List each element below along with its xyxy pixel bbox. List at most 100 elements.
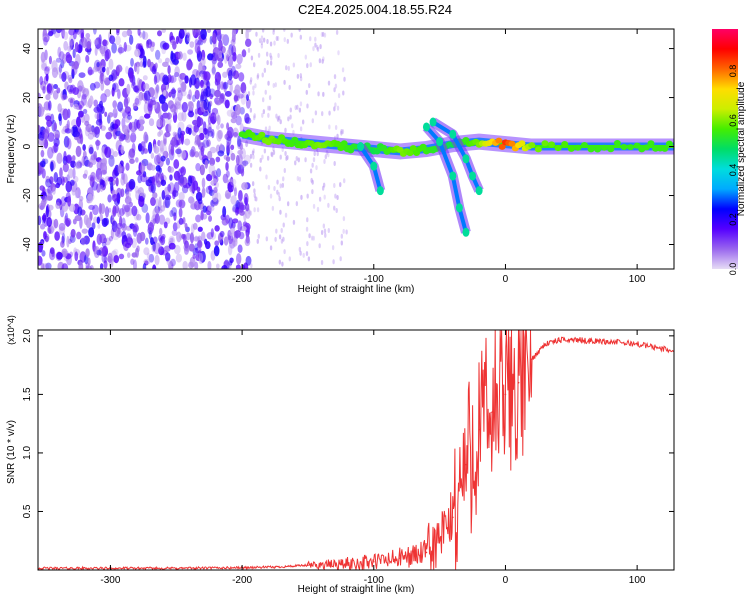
noise-speckle	[157, 30, 162, 37]
noise-speckle	[206, 29, 212, 33]
noise-speckle	[163, 221, 168, 229]
faint-speckle	[299, 250, 302, 256]
noise-speckle	[183, 243, 190, 251]
side-trace-blob	[429, 117, 437, 127]
noise-speckle	[45, 93, 51, 101]
noise-speckle	[38, 105, 45, 117]
noise-speckle	[89, 176, 95, 188]
noise-speckle	[150, 164, 156, 171]
faint-speckle	[276, 189, 279, 195]
noise-speckle	[113, 106, 117, 114]
faint-speckle	[302, 252, 305, 258]
faint-speckle	[283, 168, 286, 174]
noise-speckle	[180, 166, 186, 176]
noise-speckle	[180, 81, 187, 93]
noise-speckle	[153, 143, 157, 153]
noise-speckle	[61, 248, 68, 258]
faint-speckle	[267, 129, 270, 135]
noise-speckle	[242, 160, 249, 167]
spectrogram-x-tick-label: -200	[232, 274, 252, 285]
noise-speckle	[229, 231, 235, 237]
noise-speckle	[226, 141, 231, 154]
noise-speckle	[61, 263, 69, 269]
noise-speckle	[82, 173, 88, 179]
side-trace-blob	[449, 129, 457, 139]
noise-speckle	[41, 250, 46, 257]
noise-speckle	[140, 141, 146, 152]
noise-speckle	[194, 89, 200, 100]
spectrogram-x-tick-label: 0	[503, 274, 509, 285]
noise-speckle	[75, 161, 83, 169]
noise-speckle	[229, 82, 233, 93]
faint-speckle	[305, 226, 309, 232]
faint-speckle	[343, 76, 346, 82]
faint-speckle	[250, 55, 254, 61]
noise-speckle	[49, 176, 54, 185]
noise-speckle	[211, 52, 218, 65]
noise-speckle	[81, 155, 86, 167]
noise-speckle	[194, 246, 202, 254]
noise-speckle	[51, 248, 55, 258]
faint-speckle	[323, 158, 326, 164]
noise-speckle	[104, 111, 108, 117]
noise-speckle	[81, 93, 87, 100]
noise-speckle	[45, 73, 49, 82]
faint-speckle	[275, 35, 279, 41]
noise-speckle	[64, 218, 72, 227]
noise-speckle	[233, 131, 239, 138]
noise-speckle	[147, 58, 151, 68]
faint-speckle	[321, 185, 325, 191]
noise-speckle	[234, 104, 241, 116]
noise-speckle	[73, 175, 79, 183]
faint-speckle	[308, 83, 311, 89]
snr-data-point	[399, 557, 401, 560]
noise-speckle	[72, 167, 76, 180]
noise-speckle	[195, 214, 202, 223]
faint-speckle	[298, 176, 302, 182]
faint-speckle	[327, 227, 330, 233]
noise-speckle	[207, 260, 212, 269]
noise-speckle	[76, 231, 82, 240]
noise-speckle	[211, 65, 216, 76]
noise-speckle	[100, 81, 105, 91]
noise-speckle	[190, 145, 196, 157]
noise-speckle	[135, 157, 139, 163]
noise-speckle	[124, 196, 132, 205]
faint-speckle	[268, 105, 271, 111]
noise-speckle	[182, 52, 187, 61]
noise-speckle	[126, 29, 133, 37]
noise-speckle	[105, 48, 111, 60]
main-trace-blob	[274, 138, 282, 145]
faint-speckle	[290, 32, 293, 38]
noise-speckle	[189, 256, 196, 268]
noise-speckle	[66, 119, 70, 130]
noise-speckle	[66, 235, 70, 248]
noise-speckle	[240, 82, 247, 94]
faint-speckle	[299, 73, 303, 79]
faint-speckle	[279, 209, 282, 215]
noise-speckle	[142, 60, 147, 69]
noise-speckle	[136, 232, 143, 244]
noise-speckle	[104, 206, 110, 218]
colorbar-tick-label: 0.0	[728, 263, 738, 276]
side-trace-blob	[475, 186, 483, 196]
faint-speckle	[324, 232, 327, 238]
noise-speckle	[215, 263, 220, 269]
noise-speckle	[227, 126, 234, 139]
noise-speckle	[168, 242, 176, 250]
noise-speckle	[118, 44, 123, 55]
faint-speckle	[312, 46, 315, 52]
snr-x-tick-label: -300	[100, 575, 120, 586]
noise-speckle	[53, 122, 58, 132]
side-trace-blob	[376, 186, 384, 196]
noise-speckle	[69, 179, 75, 186]
noise-speckle	[227, 244, 233, 256]
noise-speckle	[185, 32, 190, 39]
faint-speckle	[333, 161, 336, 167]
noise-speckle	[193, 124, 199, 133]
faint-speckle	[279, 154, 282, 160]
noise-speckle	[223, 81, 229, 90]
noise-speckle	[85, 123, 93, 133]
noise-speckle	[223, 97, 227, 105]
